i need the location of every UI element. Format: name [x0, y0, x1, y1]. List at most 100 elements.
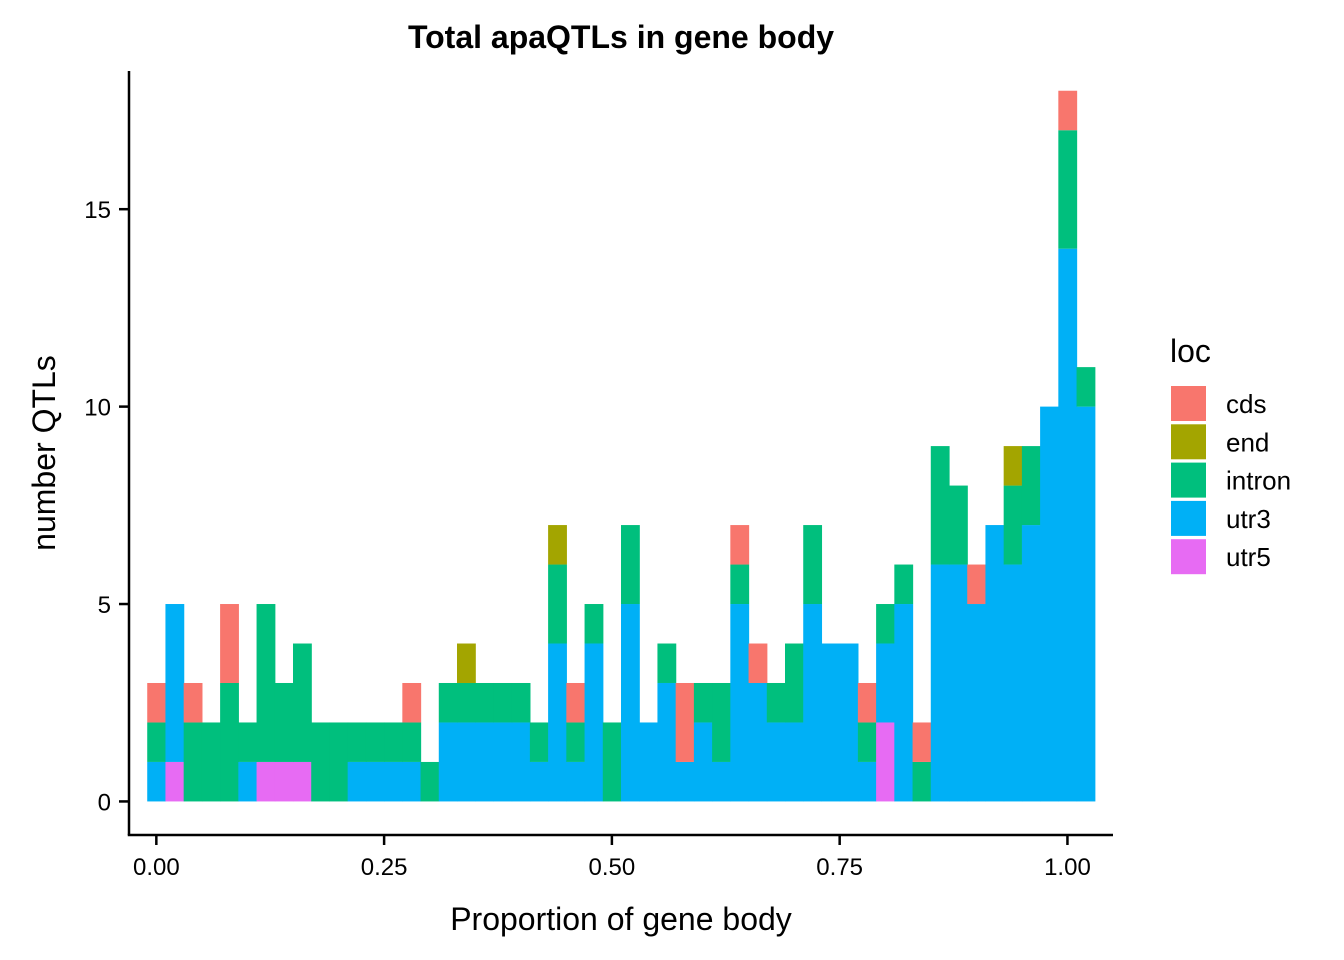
- bar-segment-utr3-bin-35: [785, 722, 804, 802]
- bar-segment-utr3-bin-44: [949, 564, 968, 802]
- bar-segment-intron-bin-9: [311, 722, 331, 802]
- bar-segment-intron-bin-43: [930, 446, 950, 565]
- bar-segment-utr3-bin-47: [1003, 564, 1023, 802]
- bar-segment-utr3-bin-39: [857, 761, 877, 802]
- bar-segment-utr3-bin-49: [1040, 406, 1059, 802]
- bar-segment-utr3-bin-5: [238, 761, 258, 802]
- bar-segment-utr3-bin-37: [821, 643, 841, 802]
- bar-segment-intron-bin-19: [493, 682, 513, 723]
- bar-segment-utr3-bin-34: [766, 722, 786, 802]
- bar-segment-intron-bin-40: [876, 604, 895, 644]
- bar-segment-utr3-bin-46: [985, 525, 1005, 802]
- bar-segment-intron-bin-0: [147, 722, 167, 762]
- bar-segment-intron-bin-7: [274, 682, 294, 762]
- bar-segment-intron-bin-6: [256, 604, 276, 762]
- bar-segment-utr3-bin-33: [748, 682, 768, 802]
- bar-segment-utr3-bin-0: [147, 761, 167, 802]
- bar-segment-utr5-bin-1: [165, 761, 185, 802]
- bar-segment-intron-bin-21: [529, 722, 549, 762]
- bar-segment-utr5-bin-40: [876, 722, 895, 802]
- legend-label-utr5: utr5: [1226, 542, 1271, 572]
- bar-segment-end-bin-17: [457, 643, 476, 683]
- bar-segment-intron-bin-32: [730, 564, 750, 605]
- bar-segment-intron-bin-24: [584, 604, 604, 644]
- x-tick-label: 0.00: [133, 854, 180, 881]
- bar-segment-utr3-bin-16: [438, 722, 458, 802]
- bar-segment-utr3-bin-38: [839, 643, 859, 802]
- bar-segment-intron-bin-8: [293, 643, 312, 762]
- bar-segment-utr3-bin-48: [1021, 525, 1041, 802]
- bar-segment-intron-bin-10: [329, 722, 349, 802]
- bar-segment-cds-bin-0: [147, 682, 167, 723]
- bar-segment-intron-bin-14: [402, 722, 422, 762]
- x-tick-label: 0.50: [589, 854, 636, 881]
- legend-label-cds: cds: [1226, 389, 1266, 419]
- bar-segment-end-bin-47: [1003, 446, 1023, 486]
- bar-segment-cds-bin-29: [675, 682, 695, 762]
- bar-segment-intron-bin-34: [766, 682, 786, 723]
- bar-segment-intron-bin-26: [621, 525, 640, 605]
- legend-label-utr3: utr3: [1226, 504, 1271, 534]
- bar-segment-utr3-bin-32: [730, 604, 750, 802]
- bar-segment-intron-bin-28: [657, 643, 677, 683]
- bar-segment-utr3-bin-21: [529, 761, 549, 802]
- legend-title: loc: [1170, 333, 1211, 369]
- bar-segment-utr3-bin-13: [384, 761, 403, 802]
- bar-segment-cds-bin-50: [1058, 90, 1078, 131]
- bar-segment-intron-bin-36: [803, 525, 823, 605]
- bar-segment-utr5-bin-7: [274, 761, 294, 802]
- bar-segment-utr3-bin-23: [566, 761, 586, 802]
- bar-segment-utr3-bin-24: [584, 643, 604, 802]
- bars-group: [147, 90, 1096, 802]
- legend-swatch-utr3: [1171, 500, 1206, 536]
- bar-segment-intron-bin-11: [347, 722, 367, 762]
- legend: loc cds end intron utr3 utr5: [1170, 333, 1291, 575]
- chart-title: Total apaQTLs in gene body: [408, 19, 834, 55]
- bar-segment-utr3-bin-19: [493, 722, 513, 802]
- bar-segment-cds-bin-2: [183, 682, 203, 723]
- bar-segment-utr3-bin-26: [621, 604, 640, 802]
- bar-segment-utr3-bin-43: [930, 564, 950, 802]
- bar-segment-utr3-bin-1: [165, 604, 185, 762]
- bar-segment-utr3-bin-20: [511, 722, 531, 802]
- bar-segment-intron-bin-39: [857, 722, 877, 762]
- bar-segment-intron-bin-41: [894, 564, 914, 605]
- bar-segment-cds-bin-4: [220, 604, 239, 683]
- x-axis-title: Proportion of gene body: [450, 901, 792, 937]
- bar-segment-intron-bin-20: [511, 682, 531, 723]
- bar-segment-intron-bin-16: [438, 682, 458, 723]
- bar-segment-intron-bin-5: [238, 722, 258, 762]
- y-axis-ticks: 0 5 10 15: [84, 197, 129, 816]
- y-tick-label: 10: [84, 395, 111, 422]
- bar-segment-utr3-bin-50: [1058, 248, 1078, 802]
- bar-segment-intron-bin-12: [365, 722, 385, 762]
- bar-segment-intron-bin-23: [566, 722, 586, 762]
- bar-segment-utr3-bin-27: [639, 722, 659, 802]
- bar-segment-utr3-bin-30: [693, 722, 713, 802]
- bar-segment-intron-bin-13: [384, 722, 403, 762]
- bar-segment-cds-bin-32: [730, 525, 750, 565]
- bar-segment-cds-bin-39: [857, 682, 877, 723]
- bar-segment-utr3-bin-11: [347, 761, 367, 802]
- bar-segment-end-bin-22: [548, 525, 567, 565]
- bar-segment-utr3-bin-45: [967, 604, 987, 802]
- bar-segment-utr3-bin-40: [876, 643, 895, 723]
- bar-segment-utr3-bin-29: [675, 761, 695, 802]
- bar-segment-cds-bin-14: [402, 682, 422, 723]
- bar-segment-intron-bin-25: [602, 722, 622, 802]
- bar-segment-utr3-bin-36: [803, 604, 823, 802]
- bar-segment-intron-bin-51: [1076, 367, 1096, 407]
- bar-segment-intron-bin-2: [183, 722, 203, 802]
- y-tick-label: 0: [98, 789, 111, 816]
- bar-segment-intron-bin-48: [1021, 446, 1041, 526]
- bar-segment-intron-bin-15: [420, 761, 440, 802]
- legend-swatch-end: [1171, 424, 1206, 460]
- bar-segment-utr3-bin-22: [548, 643, 567, 802]
- bar-segment-intron-bin-31: [712, 682, 731, 762]
- bar-segment-utr3-bin-28: [657, 682, 677, 802]
- bar-segment-intron-bin-30: [693, 682, 713, 723]
- x-axis-ticks: 0.00 0.25 0.50 0.75 1.00: [133, 835, 1091, 881]
- y-axis-title: number QTLs: [26, 355, 62, 551]
